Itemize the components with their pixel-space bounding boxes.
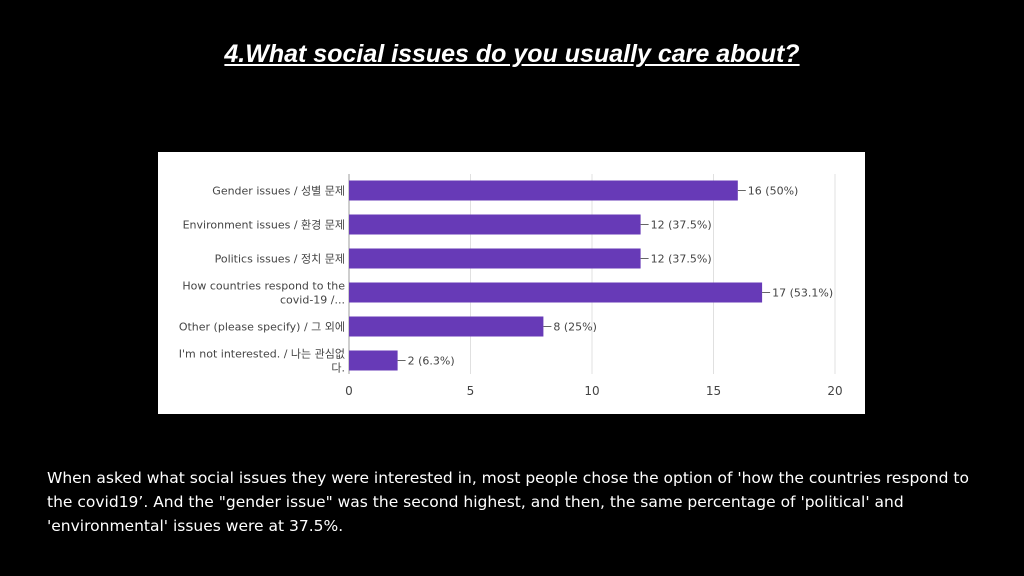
- category-label: I'm not interested. / 나는 관심없: [179, 348, 345, 361]
- data-label: 12 (37.5%): [651, 253, 712, 266]
- bar: [349, 214, 641, 235]
- bar-chart: 0 5 10 15 20 16 (50%) Gender issues / 성별 문제 12 …: [179, 174, 843, 398]
- category-label: Politics issues / 정치 문제: [215, 253, 345, 266]
- x-tick-label: 20: [827, 384, 842, 398]
- data-label: 17 (53.1%): [772, 287, 833, 300]
- data-label: 8 (25%): [553, 321, 597, 334]
- data-label: 2 (6.3%): [408, 355, 455, 368]
- bar: [349, 316, 544, 337]
- x-tick-label: 5: [467, 384, 475, 398]
- x-tick-label: 15: [706, 384, 721, 398]
- data-label: 12 (37.5%): [651, 219, 712, 232]
- category-label: Gender issues / 성별 문제: [212, 185, 345, 198]
- category-label: 다.: [331, 362, 345, 375]
- category-label: How countries respond to the: [182, 280, 345, 293]
- slide-title: 4.What social issues do you usually care…: [224, 40, 800, 68]
- bar: [349, 180, 738, 201]
- bar: [349, 248, 641, 269]
- category-label: Environment issues / 환경 문제: [183, 219, 345, 232]
- chart-panel: 0 5 10 15 20 16 (50%) Gender issues / 성별 문제 12 …: [158, 152, 865, 414]
- bar: [349, 282, 763, 303]
- x-tick-label: 0: [345, 384, 353, 398]
- category-label: covid-19 /...: [280, 294, 345, 307]
- data-label: 16 (50%): [748, 185, 799, 198]
- x-tick-label: 10: [584, 384, 599, 398]
- bar: [349, 350, 398, 371]
- summary-text: When asked what social issues they were …: [47, 469, 969, 535]
- category-label: Other (please specify) / 그 외에: [179, 321, 345, 334]
